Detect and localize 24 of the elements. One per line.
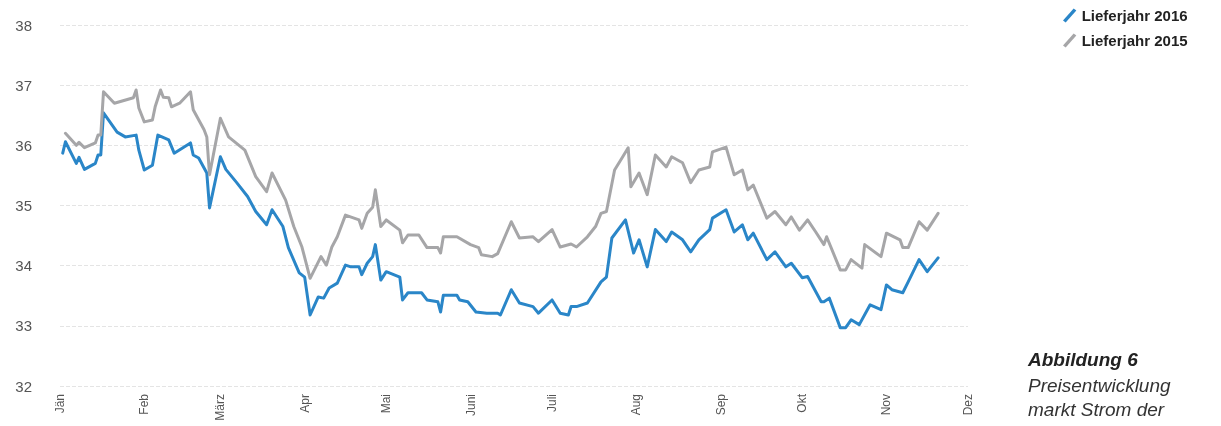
x-tick-label: Juli [545,394,560,413]
y-tick-label: 36 [15,136,32,154]
text: Preisentwicklung [1028,375,1171,396]
y-tick-label: 33 [15,317,32,335]
text: Abbildung 6 [1027,349,1139,370]
y-tick-label: 35 [15,197,32,214]
y-tick-label: 34 [15,257,32,275]
x-tick-label: Mai [379,394,394,414]
x-tick-label: Feb [137,393,152,415]
x-tick-label: Dez [961,394,975,416]
x-tick-label: März [213,394,228,421]
legend-label: Lieferjahr 2016 [1081,7,1188,24]
x-tick-label: Okt [795,393,810,413]
y-tick-label: 38 [15,16,32,34]
x-tick-label: Nov [879,394,894,416]
legend-label: Lieferjahr 2015 [1081,32,1188,49]
y-tick-label: 37 [15,76,32,94]
y-tick-label: 32 [15,377,32,395]
x-tick-label: Apr [297,394,312,413]
x-tick-label: Juni [463,394,478,417]
x-tick-label: Jän [53,394,67,414]
x-tick-label: Aug [629,394,644,416]
x-tick-label: Sep [713,393,728,416]
text: markt Strom der [1028,399,1165,420]
